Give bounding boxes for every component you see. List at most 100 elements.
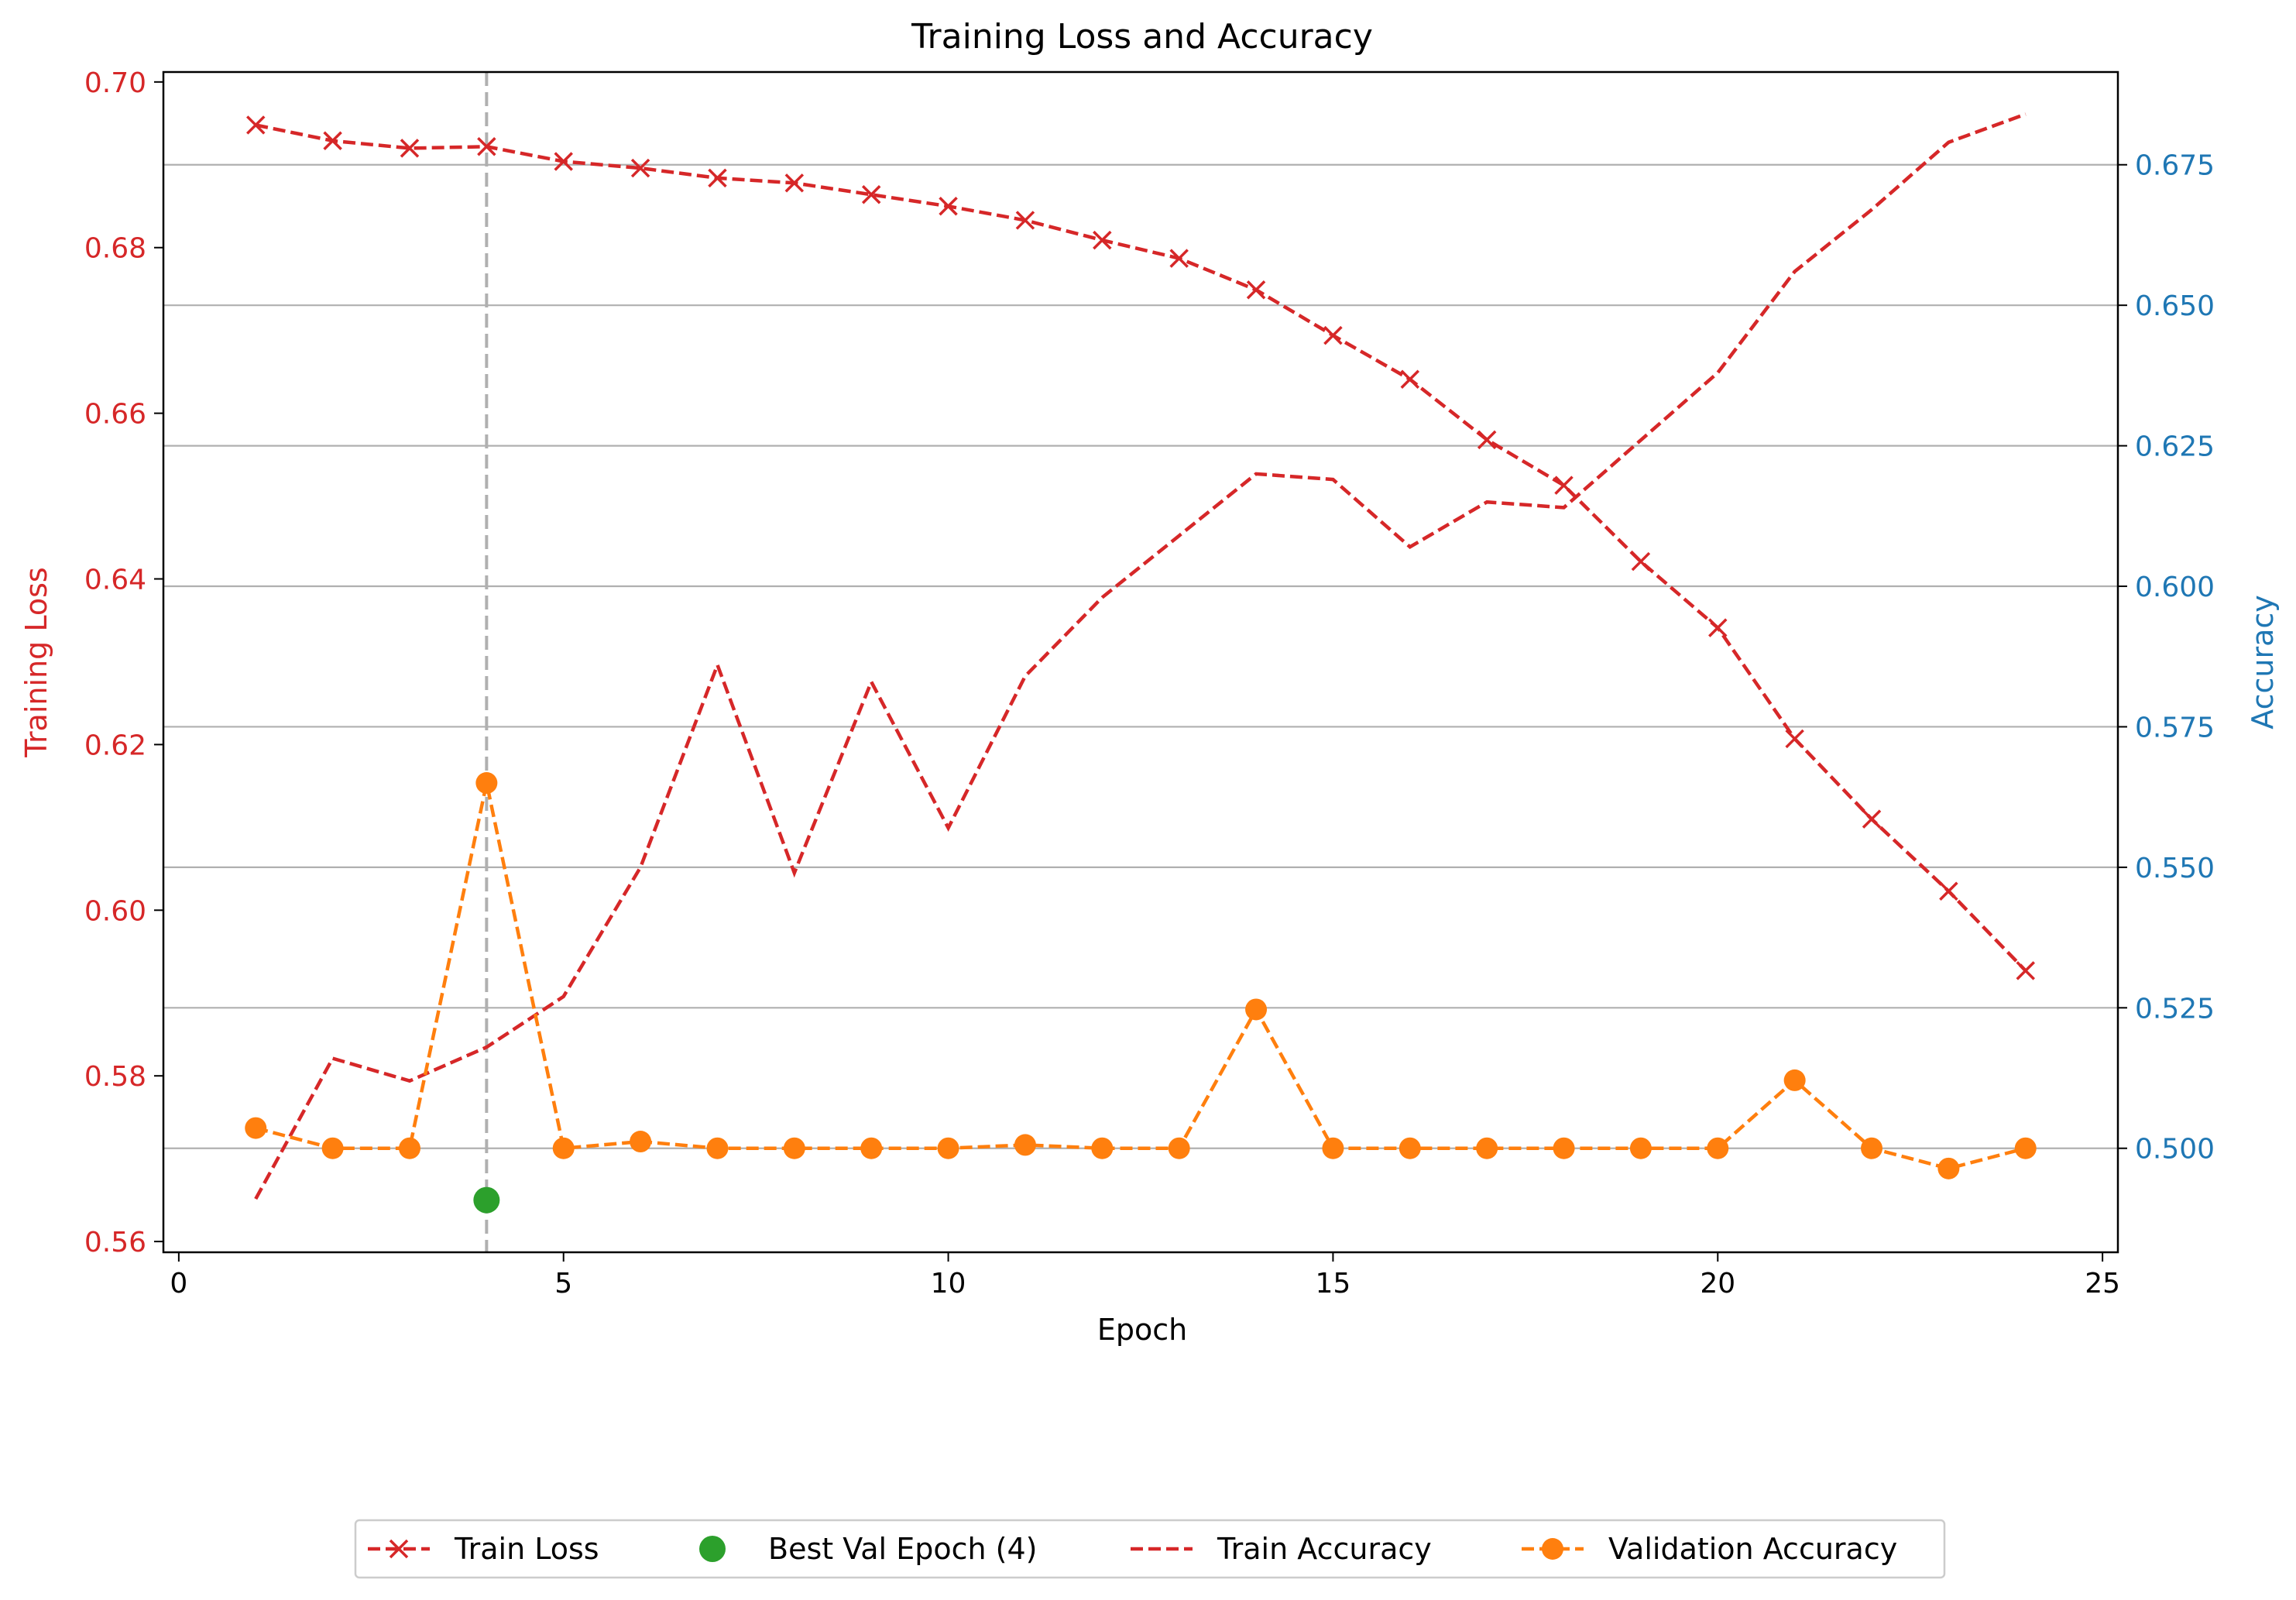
y-right-tick-label-7: 0.675 xyxy=(2135,150,2215,182)
point-train-loss-1 xyxy=(323,131,342,151)
point-validation-accuracy-21 xyxy=(1861,1137,1883,1159)
y-left-tick-label-2: 0.60 xyxy=(84,895,146,927)
x-tick-label-0: 0 xyxy=(170,1268,187,1300)
y-right-tick-label-5: 0.625 xyxy=(2135,431,2215,463)
grid-lines xyxy=(163,163,2118,1149)
point-best-val-epoch-4-0 xyxy=(473,1186,500,1214)
y-right-tick-label-4: 0.600 xyxy=(2135,572,2215,603)
y-right-tick-label-6: 0.650 xyxy=(2135,290,2215,322)
y-right-axis-ticks: 0.500 0.525 0.550 0.575 0.600 0.625 0.650 0.675 xyxy=(2118,150,2215,1166)
point-validation-accuracy-20 xyxy=(1783,1069,1806,1091)
y-left-tick-label-5: 0.66 xyxy=(84,399,146,431)
y-left-tick-label-3: 0.62 xyxy=(84,730,146,761)
point-validation-accuracy-18 xyxy=(1629,1137,1652,1159)
x-tick-label-1: 5 xyxy=(554,1268,572,1300)
point-train-loss-19 xyxy=(1708,618,1728,637)
y-left-tick-label-6: 0.68 xyxy=(84,233,146,265)
point-train-loss-12 xyxy=(1169,249,1189,268)
point-train-loss-9 xyxy=(939,197,958,216)
point-validation-accuracy-11 xyxy=(1091,1137,1114,1159)
y-left-tick-label-4: 0.64 xyxy=(84,565,146,596)
point-train-loss-2 xyxy=(400,139,420,158)
point-validation-accuracy-0 xyxy=(245,1117,267,1139)
point-train-loss-5 xyxy=(630,158,650,178)
series-best-val-epoch-4 xyxy=(473,1186,500,1214)
y-right-axis-label: Accuracy xyxy=(2246,595,2280,730)
y-right-tick-label-1: 0.525 xyxy=(2135,993,2215,1025)
point-validation-accuracy-8 xyxy=(860,1137,883,1159)
series-train-loss xyxy=(246,115,2035,980)
legend: Train Loss Best Val Epoch (4) Train Accura… xyxy=(354,1519,1946,1579)
legend-marker-validation-accuracy xyxy=(1542,1538,1563,1560)
point-train-loss-8 xyxy=(861,185,881,204)
point-validation-accuracy-9 xyxy=(937,1137,959,1159)
point-train-loss-6 xyxy=(708,168,727,188)
legend-entry-validation-accuracy: Validation Accuracy xyxy=(1522,1532,1897,1566)
point-validation-accuracy-17 xyxy=(1553,1137,1575,1159)
point-validation-accuracy-12 xyxy=(1168,1137,1190,1159)
point-train-loss-15 xyxy=(1400,369,1420,390)
x-axis-label: Epoch xyxy=(1097,1313,1187,1347)
point-train-loss-20 xyxy=(1785,729,1804,749)
legend-entry-best-val-epoch-4: Best Val Epoch (4) xyxy=(699,1532,1037,1566)
series-layer xyxy=(245,112,2037,1214)
point-train-loss-7 xyxy=(784,173,805,193)
x-tick-label-3: 15 xyxy=(1316,1268,1351,1300)
chart-title: Training Loss and Accuracy xyxy=(911,17,1373,57)
point-validation-accuracy-19 xyxy=(1707,1137,1729,1159)
point-train-loss-11 xyxy=(1093,230,1112,250)
point-validation-accuracy-22 xyxy=(1937,1157,1960,1179)
y-left-tick-label-0: 0.56 xyxy=(84,1227,146,1258)
point-train-loss-18 xyxy=(1631,551,1651,572)
point-train-loss-4 xyxy=(554,152,573,171)
series-line-train-loss xyxy=(255,123,2027,972)
point-train-loss-22 xyxy=(1939,881,1958,901)
y-left-tick-label-7: 0.70 xyxy=(84,67,146,99)
legend-marker-best-val-epoch-4 xyxy=(699,1536,726,1562)
series-validation-accuracy xyxy=(245,772,2037,1179)
point-train-loss-10 xyxy=(1015,211,1035,230)
point-validation-accuracy-4 xyxy=(552,1137,575,1159)
point-train-loss-21 xyxy=(1862,809,1882,829)
legend-marker-train-loss xyxy=(389,1539,409,1559)
point-validation-accuracy-16 xyxy=(1476,1137,1498,1159)
y-right-tick-label-3: 0.575 xyxy=(2135,712,2215,743)
point-validation-accuracy-15 xyxy=(1399,1137,1421,1159)
point-validation-accuracy-7 xyxy=(783,1137,805,1159)
x-tick-label-2: 10 xyxy=(931,1268,966,1300)
y-left-axis-ticks: 0.56 0.58 0.60 0.62 0.64 0.66 0.68 0.70 xyxy=(84,67,163,1258)
y-right-tick-label-2: 0.550 xyxy=(2135,853,2215,884)
point-train-loss-13 xyxy=(1246,280,1266,300)
point-validation-accuracy-1 xyxy=(321,1137,344,1159)
point-validation-accuracy-14 xyxy=(1322,1137,1344,1159)
legend-label-validation-accuracy: Validation Accuracy xyxy=(1608,1532,1897,1566)
legend-entry-train-accuracy: Train Accuracy xyxy=(1131,1532,1432,1566)
point-train-loss-0 xyxy=(246,115,266,135)
legend-label-best-val-epoch-4: Best Val Epoch (4) xyxy=(768,1532,1037,1566)
point-validation-accuracy-6 xyxy=(706,1137,729,1159)
series-train-accuracy xyxy=(254,112,2027,1200)
x-axis-ticks: 0 5 10 15 20 25 xyxy=(170,1252,2120,1300)
point-train-loss-14 xyxy=(1323,325,1343,345)
point-validation-accuracy-13 xyxy=(1245,998,1268,1021)
y-right-tick-label-0: 0.500 xyxy=(2135,1134,2215,1166)
point-train-loss-3 xyxy=(477,137,496,156)
point-train-loss-17 xyxy=(1554,476,1574,495)
legend-label-train-accuracy: Train Accuracy xyxy=(1217,1532,1432,1566)
series-line-validation-accuracy xyxy=(255,782,2027,1171)
series-line-train-accuracy xyxy=(254,112,2027,1200)
x-tick-label-4: 20 xyxy=(1700,1268,1735,1300)
point-validation-accuracy-5 xyxy=(630,1131,652,1153)
point-validation-accuracy-3 xyxy=(475,772,498,795)
legend-label-train-loss: Train Loss xyxy=(454,1532,599,1566)
y-left-axis-label: Training Loss xyxy=(19,567,53,757)
legend-entry-train-loss: Train Loss xyxy=(368,1532,599,1566)
point-validation-accuracy-10 xyxy=(1014,1134,1036,1156)
point-train-loss-23 xyxy=(2016,961,2035,980)
y-left-tick-label-1: 0.58 xyxy=(84,1061,146,1093)
plot-frame xyxy=(162,70,2119,1254)
point-validation-accuracy-23 xyxy=(2014,1137,2037,1159)
x-tick-label-5: 25 xyxy=(2085,1268,2120,1300)
